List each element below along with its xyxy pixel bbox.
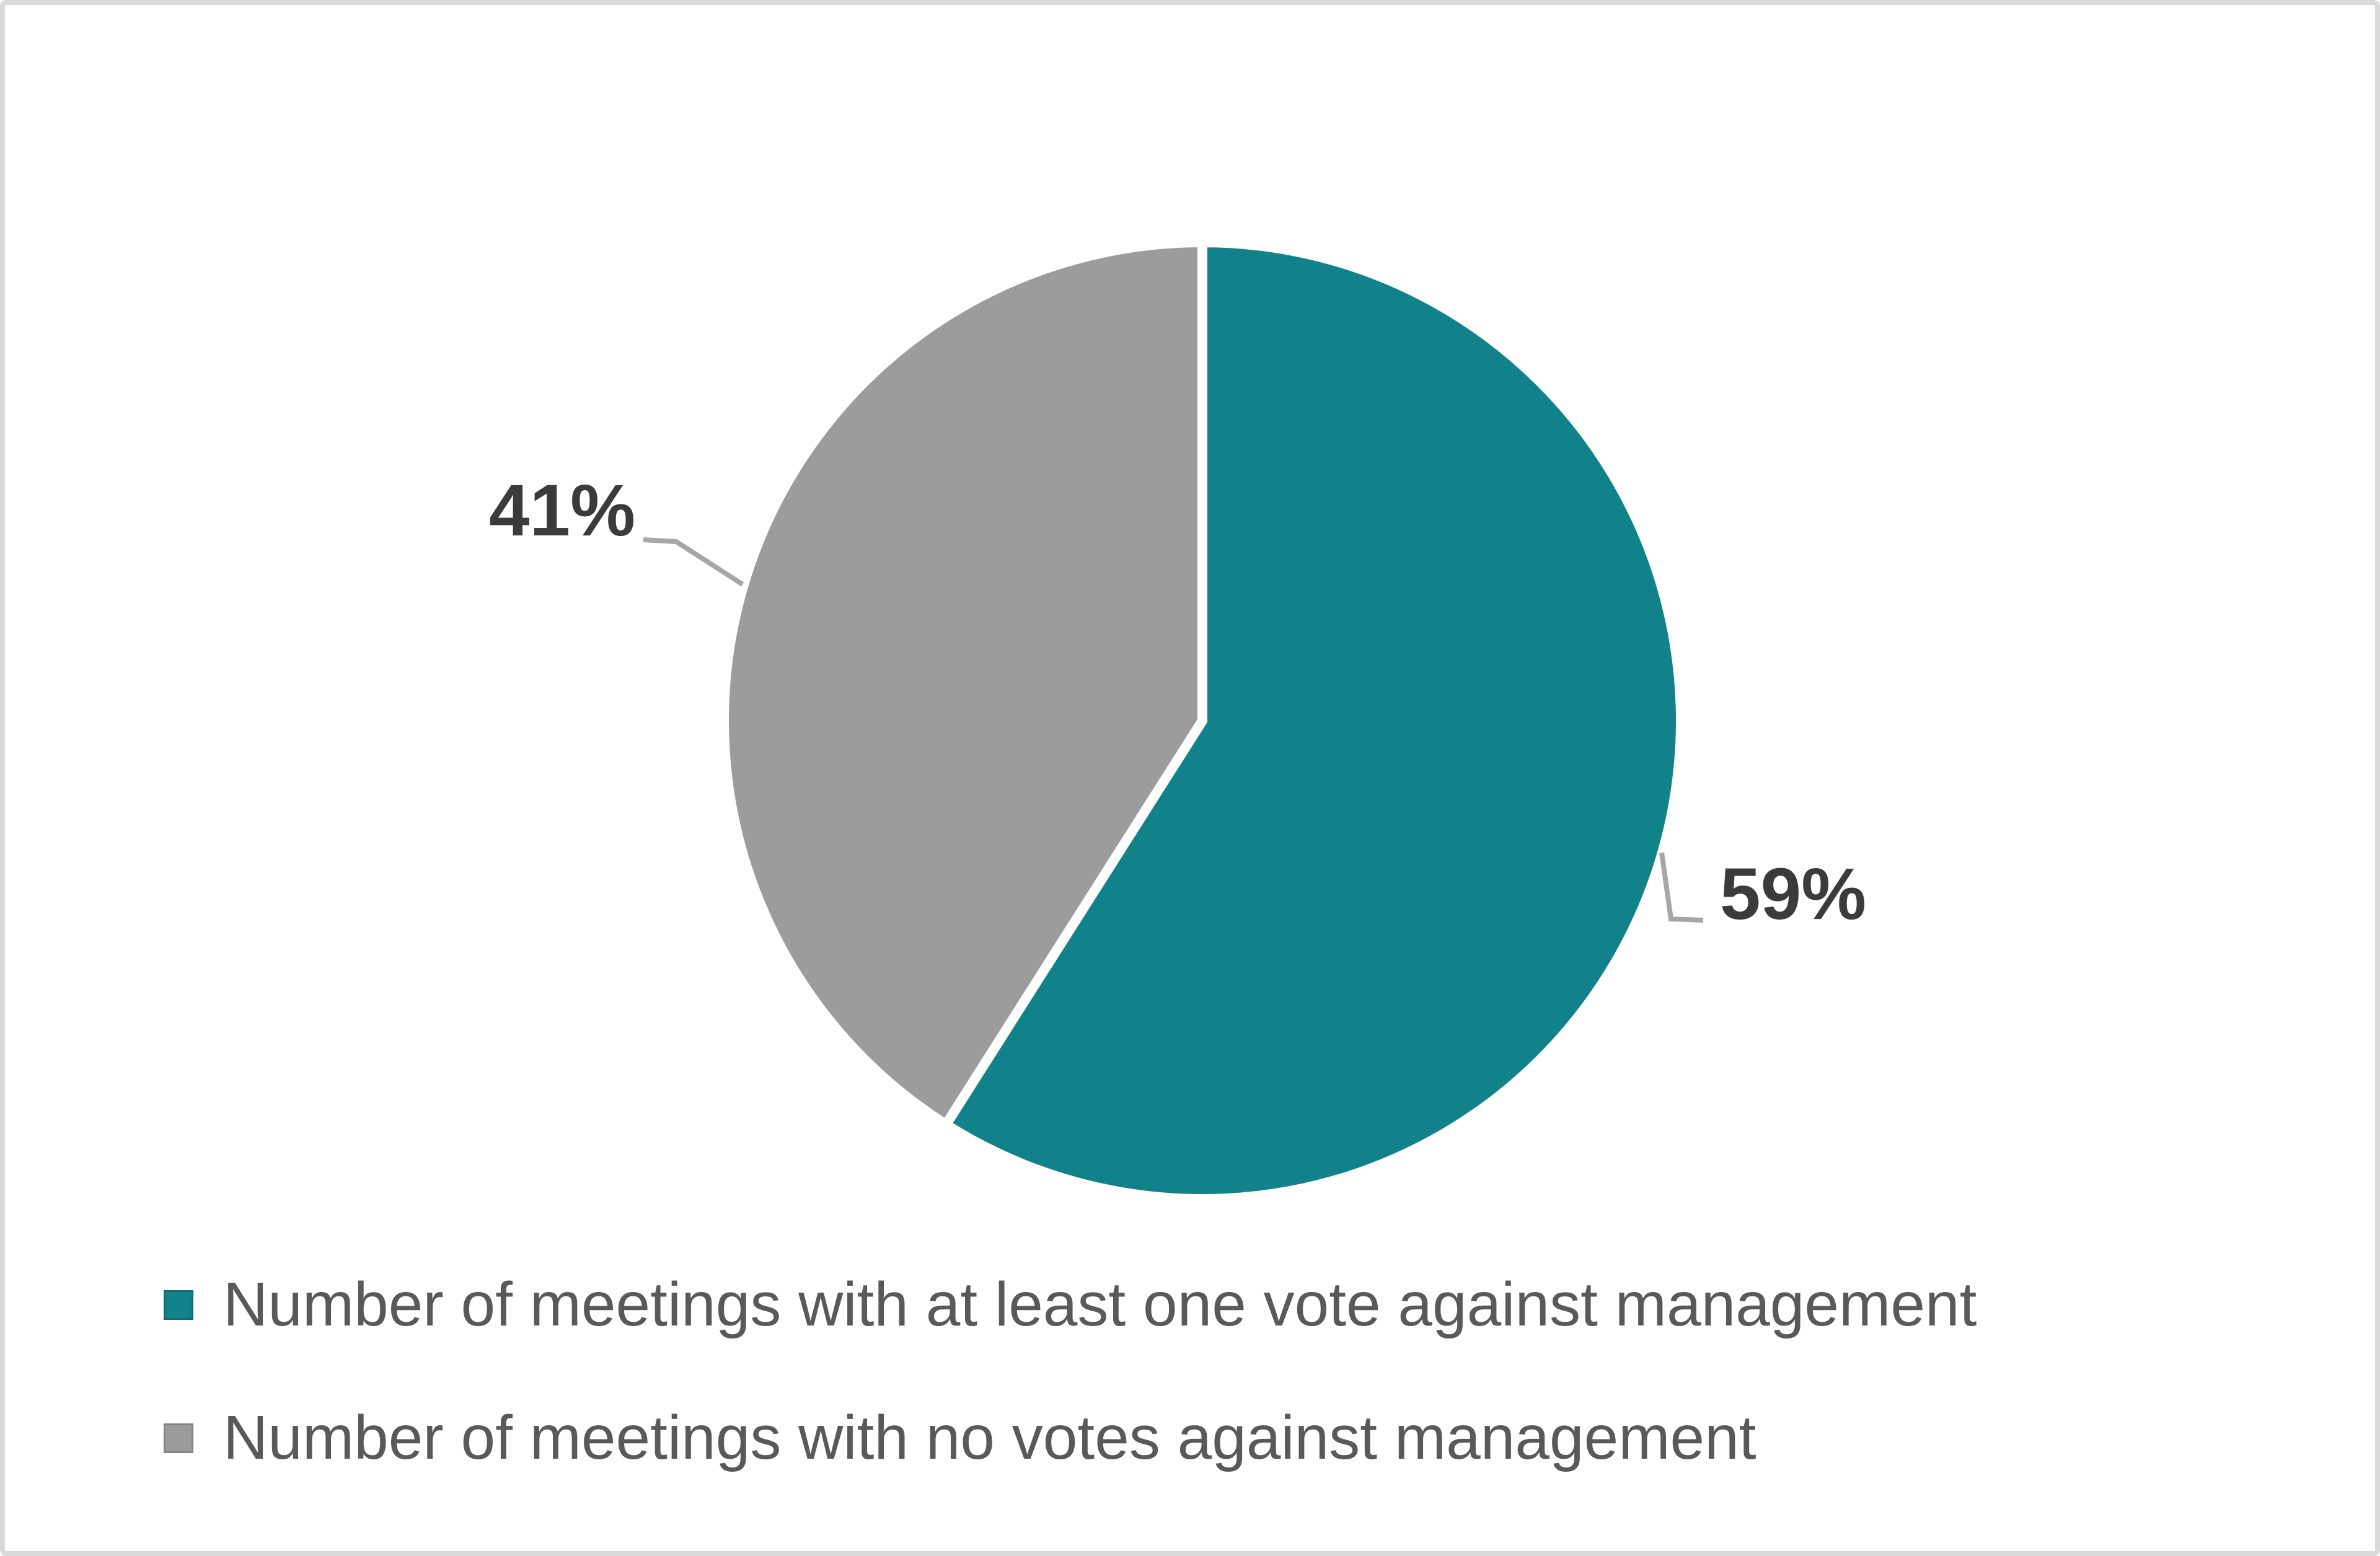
leader-line-41: [643, 537, 744, 587]
legend-label-votes-against: Number of meetings with at least one vot…: [223, 1270, 1977, 1339]
leader-line-59: [1659, 852, 1704, 923]
data-label-59: 59%: [1720, 853, 1867, 935]
pie-chart: [643, 237, 1704, 1204]
legend-swatch-gray-icon: [164, 1423, 193, 1453]
legend-swatch-teal-icon: [164, 1290, 193, 1320]
data-label-41: 41%: [488, 470, 635, 552]
legend-label-no-votes-against: Number of meetings with no votes against…: [223, 1403, 1756, 1472]
legend-item-no-votes-against: Number of meetings with no votes against…: [164, 1402, 1756, 1474]
legend-item-votes-against: Number of meetings with at least one vot…: [164, 1269, 1977, 1340]
pie-slice-41%: [719, 237, 1207, 1132]
